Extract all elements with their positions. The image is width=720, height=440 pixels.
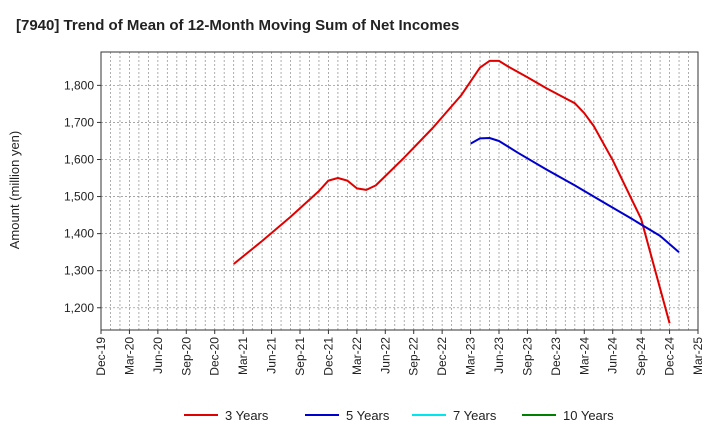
grid-lines — [101, 52, 698, 330]
x-tick-label: Sep-21 — [293, 337, 307, 376]
y-tick-label: 1,700 — [64, 115, 94, 129]
x-tick-label: Dec-23 — [549, 337, 563, 376]
y-tick-label: 1,600 — [64, 152, 94, 166]
x-tick-label: Dec-21 — [321, 337, 335, 376]
x-axis-ticks: Dec-19 Mar-20 Jun-20 Sep-20 Dec-20 Mar-21 Jun-… — [94, 330, 705, 376]
series-line-3-years — [233, 59, 671, 324]
chart-title: [7940] Trend of Mean of 12-Month Moving … — [16, 17, 459, 34]
y-axis-label: Amount (million yen) — [7, 131, 22, 250]
x-tick-label: Jun-21 — [265, 337, 279, 374]
series-lines — [233, 59, 680, 324]
y-tick-label: 1,200 — [64, 301, 94, 315]
x-tick-label: Jun-23 — [492, 337, 506, 374]
x-tick-label: Sep-22 — [407, 337, 421, 376]
x-tick-label: Jun-22 — [378, 337, 392, 374]
x-tick-label: Sep-24 — [634, 337, 648, 376]
plot-frame — [100, 51, 699, 331]
y-axis-ticks: 1,200 1,300 1,400 1,500 1,600 1,700 1,800 — [64, 78, 101, 315]
y-tick-label: 1,500 — [64, 190, 94, 204]
legend-label-3-years: 3 Years — [225, 408, 269, 423]
x-tick-label: Sep-20 — [179, 337, 193, 376]
y-tick-label: 1,300 — [64, 264, 94, 278]
x-tick-label: Mar-25 — [691, 337, 705, 375]
x-tick-label: Mar-20 — [122, 337, 136, 375]
legend: 3 Years 5 Years 7 Years 10 Years — [184, 408, 614, 423]
x-tick-label: Jun-20 — [151, 337, 165, 374]
x-tick-label: Sep-23 — [520, 337, 534, 376]
legend-label-7-years: 7 Years — [453, 408, 497, 423]
x-tick-label: Dec-20 — [208, 337, 222, 376]
x-tick-label: Mar-24 — [577, 337, 591, 375]
x-tick-label: Mar-22 — [350, 337, 364, 375]
x-tick-label: Dec-19 — [94, 337, 108, 376]
y-tick-label: 1,400 — [64, 227, 94, 241]
legend-label-10-years: 10 Years — [563, 408, 614, 423]
x-tick-label: Dec-24 — [663, 337, 677, 376]
legend-label-5-years: 5 Years — [346, 408, 390, 423]
x-tick-label: Dec-22 — [435, 337, 449, 376]
x-tick-label: Mar-23 — [464, 337, 478, 375]
series-line-5-years — [470, 137, 680, 253]
x-tick-label: Mar-21 — [236, 337, 250, 375]
y-tick-label: 1,800 — [64, 78, 94, 92]
x-tick-label: Jun-24 — [606, 337, 620, 374]
